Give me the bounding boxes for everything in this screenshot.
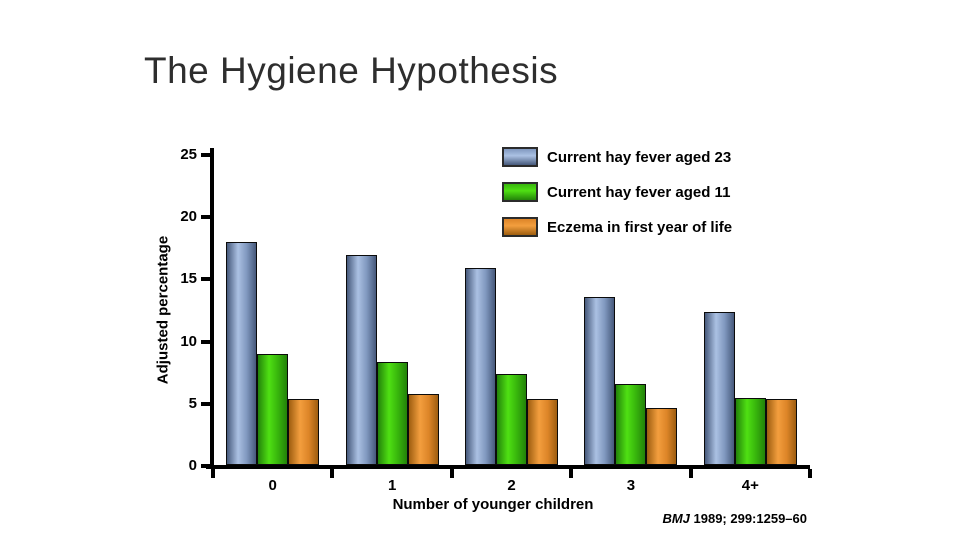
legend-row: Current hay fever aged 11 <box>502 181 732 203</box>
citation-rest: 1989; 299:1259–60 <box>689 511 808 526</box>
x-tick-mark <box>808 469 812 478</box>
y-tick-label: 20 <box>180 208 197 226</box>
bar <box>615 384 647 465</box>
chart-legend: Current hay fever aged 23 Current hay fev… <box>502 146 732 251</box>
x-category-label: 4+ <box>741 477 759 494</box>
bar <box>226 242 258 465</box>
y-axis-title: Adjusted percentage <box>154 235 172 385</box>
x-tick-mark <box>449 469 454 478</box>
x-tick-mark <box>211 469 215 478</box>
bar <box>257 354 289 465</box>
bar <box>646 407 678 465</box>
bar-group-4+ <box>691 155 810 465</box>
bar <box>376 361 408 465</box>
legend-swatch-icon <box>502 147 538 167</box>
plot-area <box>213 155 810 465</box>
y-tick-label: 15 <box>180 270 197 288</box>
y-axis-line <box>210 148 214 469</box>
legend-row: Current hay fever aged 23 <box>502 146 732 168</box>
bar-group-3 <box>571 155 690 465</box>
bar-group-1 <box>332 155 451 465</box>
legend-label: Current hay fever aged 11 <box>547 183 731 201</box>
bar <box>703 312 735 465</box>
bar <box>765 399 797 465</box>
y-tick-label: 25 <box>180 146 197 163</box>
x-axis-line <box>206 465 810 469</box>
legend-swatch-icon <box>502 217 538 237</box>
legend-row: Eczema in first year of life <box>502 216 732 238</box>
bar <box>584 297 616 465</box>
bar <box>407 394 439 465</box>
legend-label: Current hay fever aged 23 <box>547 148 732 166</box>
x-tick-mark <box>569 469 574 478</box>
citation-journal: BMJ <box>662 511 690 526</box>
page-title: The Hygiene Hypothesis <box>144 50 559 91</box>
bar <box>527 399 559 465</box>
y-tick-mark <box>201 339 210 344</box>
y-tick-label: 0 <box>188 457 197 474</box>
bar <box>465 268 497 465</box>
y-tick-mark <box>201 464 210 468</box>
legend-label: Eczema in first year of life <box>547 218 733 236</box>
x-tick-mark <box>688 469 693 478</box>
bar-group-0 <box>213 155 332 465</box>
y-tick-mark <box>201 153 210 157</box>
x-tick-mark <box>330 469 335 478</box>
bar <box>734 397 766 465</box>
bar <box>345 254 377 465</box>
x-category-label: 0 <box>268 477 277 494</box>
citation: BMJ 1989; 299:1259–60 <box>500 511 807 526</box>
y-tick-label: 10 <box>180 332 197 350</box>
x-category-labels: 0 1 2 3 4+ <box>213 477 810 494</box>
x-category-label: 3 <box>626 477 636 494</box>
legend-swatch-icon <box>502 182 538 202</box>
x-axis-title: Number of younger children <box>392 496 594 513</box>
bar-group-2 <box>452 155 571 465</box>
bar <box>288 399 320 465</box>
y-tick-mark <box>201 215 210 220</box>
x-category-label: 1 <box>387 477 397 494</box>
bar <box>496 374 528 465</box>
x-category-label: 2 <box>507 477 516 494</box>
y-tick-mark <box>201 277 210 282</box>
y-tick-mark <box>201 401 210 406</box>
y-tick-label: 5 <box>188 394 197 412</box>
